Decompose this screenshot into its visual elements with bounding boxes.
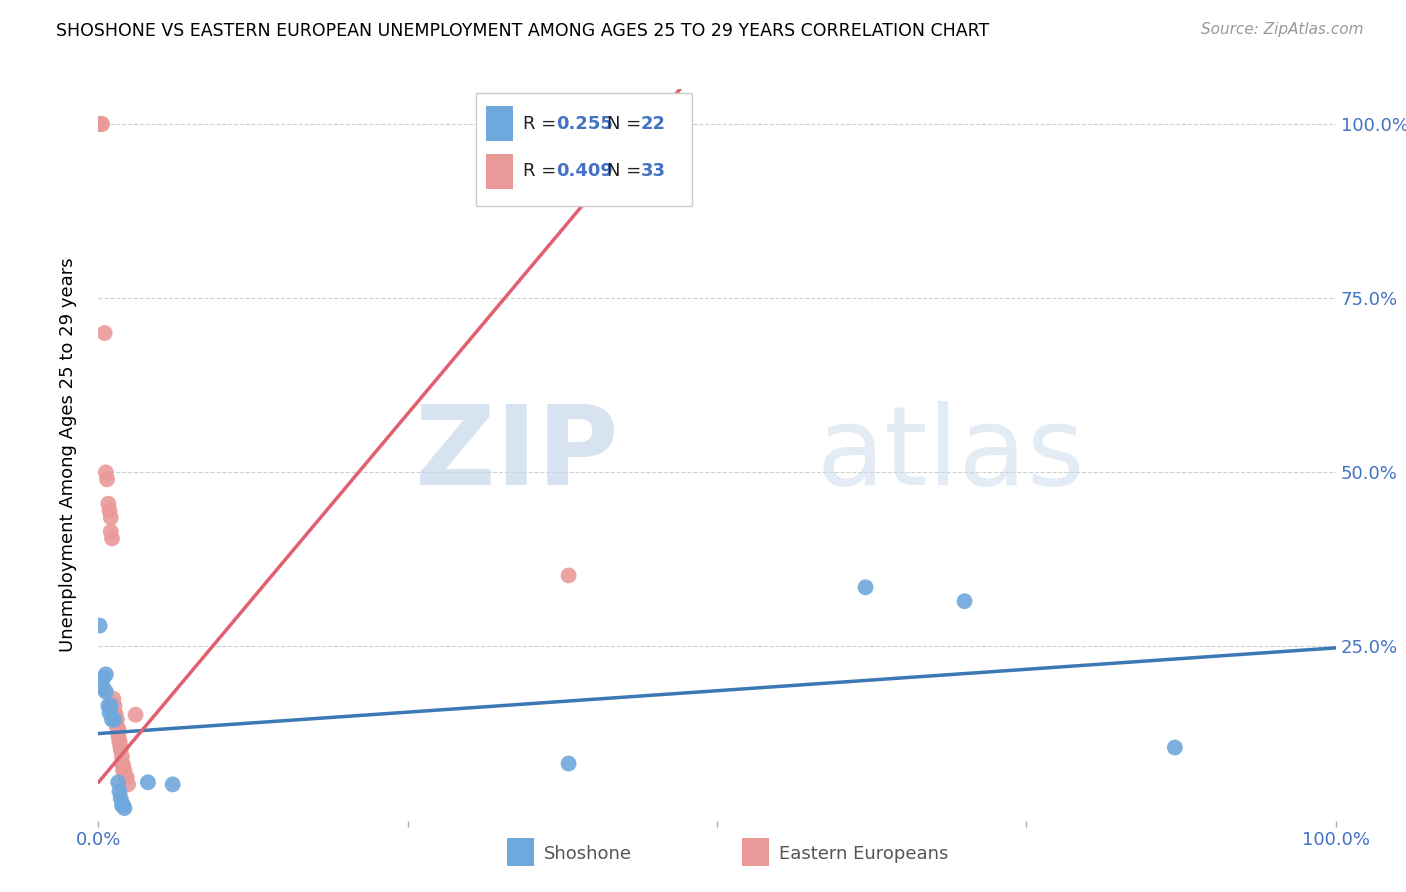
Text: atlas: atlas (815, 401, 1084, 508)
Point (107, 729, 129, 743)
Point (112, 798, 135, 813)
Point (117, 777, 139, 791)
Point (112, 801, 135, 815)
Point (110, 791, 132, 805)
Point (104, 707, 127, 722)
Point (103, 713, 125, 727)
Point (94, 667, 117, 681)
Text: SHOSHONE VS EASTERN EUROPEAN UNEMPLOYMENT AMONG AGES 25 TO 29 YEARS CORRELATION : SHOSHONE VS EASTERN EUROPEAN UNEMPLOYMEN… (56, 22, 990, 40)
Point (136, 775, 159, 789)
Text: Eastern Europeans: Eastern Europeans (779, 845, 948, 863)
Point (97, 698, 120, 713)
Text: ZIP: ZIP (415, 401, 619, 508)
Point (110, 742, 132, 756)
Point (855, 580, 877, 594)
Bar (485, 153, 513, 189)
Point (89, 117, 111, 131)
Point (110, 740, 132, 755)
Bar (506, 838, 534, 866)
Point (114, 771, 136, 785)
Point (105, 713, 128, 727)
Point (91, 117, 114, 131)
Text: 0.409: 0.409 (557, 162, 613, 180)
Point (557, 568, 579, 582)
Point (93, 326, 115, 340)
Text: 0.255: 0.255 (557, 114, 613, 133)
Point (107, 722, 129, 736)
Point (94, 466, 117, 480)
Text: 22: 22 (640, 114, 665, 133)
Text: Shoshone: Shoshone (544, 845, 631, 863)
Text: N =: N = (607, 162, 647, 180)
Point (100, 698, 122, 713)
Point (96, 472, 118, 486)
Text: Source: ZipAtlas.com: Source: ZipAtlas.com (1201, 22, 1364, 37)
Point (93, 681, 115, 696)
Point (108, 733, 131, 747)
Point (112, 758, 135, 772)
Point (111, 798, 134, 813)
Point (107, 775, 129, 789)
Point (105, 720, 128, 734)
Text: 33: 33 (640, 162, 665, 180)
Point (162, 777, 184, 791)
Bar (742, 838, 769, 866)
Point (115, 771, 138, 785)
Point (94, 685, 117, 699)
Point (1164, 740, 1187, 755)
Point (557, 756, 579, 771)
Point (101, 532, 124, 546)
Bar (485, 106, 513, 141)
FancyBboxPatch shape (475, 93, 692, 206)
Point (90, 117, 112, 131)
Point (97, 497, 120, 511)
Point (100, 510, 122, 524)
Point (111, 749, 134, 764)
Y-axis label: Unemployment Among Ages 25 to 29 years: Unemployment Among Ages 25 to 29 years (59, 258, 77, 652)
Text: N =: N = (607, 114, 647, 133)
Point (101, 713, 124, 727)
Point (124, 707, 146, 722)
Point (103, 698, 125, 713)
Text: R =: R = (523, 114, 562, 133)
Point (953, 594, 976, 608)
Point (89, 618, 111, 632)
Point (108, 784, 131, 798)
Point (93, 671, 115, 685)
Point (108, 736, 131, 750)
Point (100, 524, 122, 539)
Point (103, 706, 125, 720)
Point (103, 691, 125, 706)
Point (111, 756, 134, 771)
Point (112, 764, 135, 778)
Point (112, 764, 135, 778)
Point (98, 706, 121, 720)
Text: R =: R = (523, 162, 562, 180)
Point (98, 503, 121, 517)
